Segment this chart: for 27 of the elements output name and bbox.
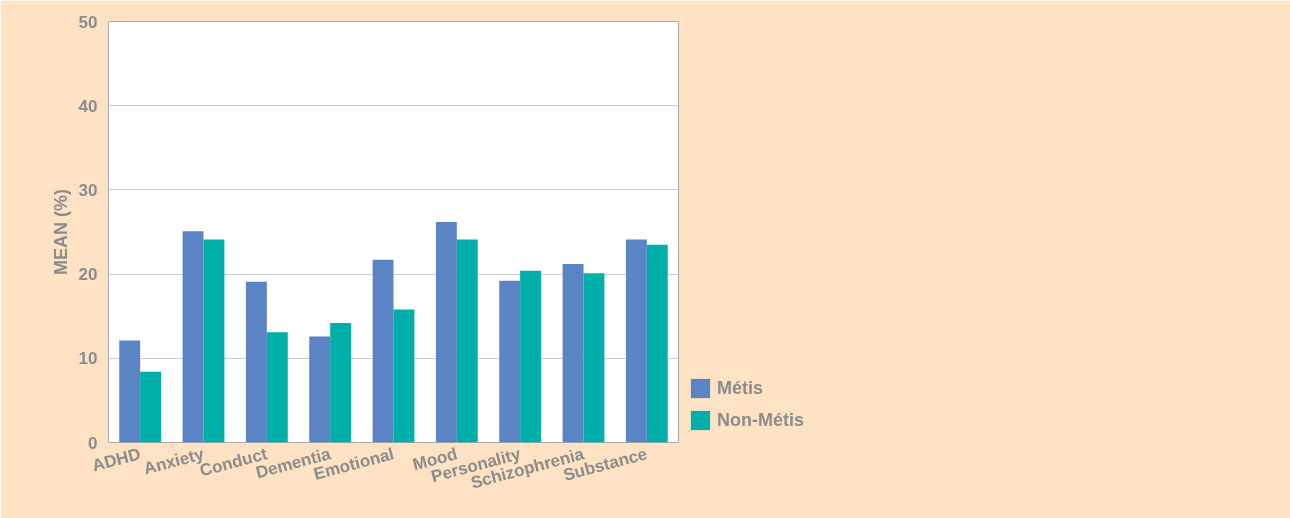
legend-label: Métis <box>717 377 764 399</box>
y-tick-label: 40 <box>78 96 98 116</box>
bar <box>140 371 162 443</box>
legend-label: Non-Métis <box>717 409 804 431</box>
bar <box>435 221 457 443</box>
bar <box>456 239 478 443</box>
bar <box>330 322 352 443</box>
bar <box>393 309 415 443</box>
y-tick-label: 30 <box>78 180 98 200</box>
bar <box>372 259 394 443</box>
bar <box>520 270 542 443</box>
bar <box>625 239 647 443</box>
y-tick-label: 20 <box>78 265 98 285</box>
bar <box>119 340 141 443</box>
bar <box>245 281 267 443</box>
bar <box>266 332 288 443</box>
y-tick-label: 0 <box>88 433 98 453</box>
bar <box>583 273 605 443</box>
bar <box>182 231 204 443</box>
bar <box>562 264 584 443</box>
y-tick-label: 50 <box>78 12 98 32</box>
bar <box>646 244 668 443</box>
bar <box>203 239 225 443</box>
y-tick-label: 10 <box>78 349 98 369</box>
y-axis-title: MEAN (%) <box>50 189 71 275</box>
bar <box>309 336 331 443</box>
bar <box>499 280 521 443</box>
